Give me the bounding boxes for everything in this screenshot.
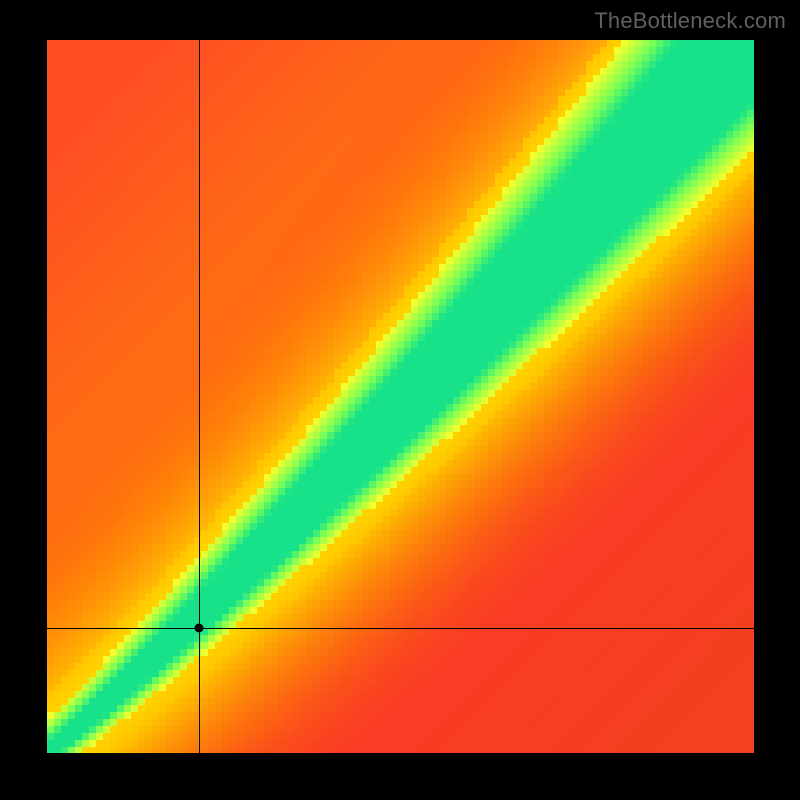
heatmap-canvas bbox=[47, 40, 754, 753]
marker-dot bbox=[195, 624, 204, 633]
page-root: TheBottleneck.com bbox=[0, 0, 800, 800]
plot-area bbox=[47, 40, 754, 753]
crosshair-horizontal bbox=[47, 628, 754, 629]
crosshair-vertical bbox=[199, 40, 200, 753]
watermark-text: TheBottleneck.com bbox=[594, 8, 786, 34]
